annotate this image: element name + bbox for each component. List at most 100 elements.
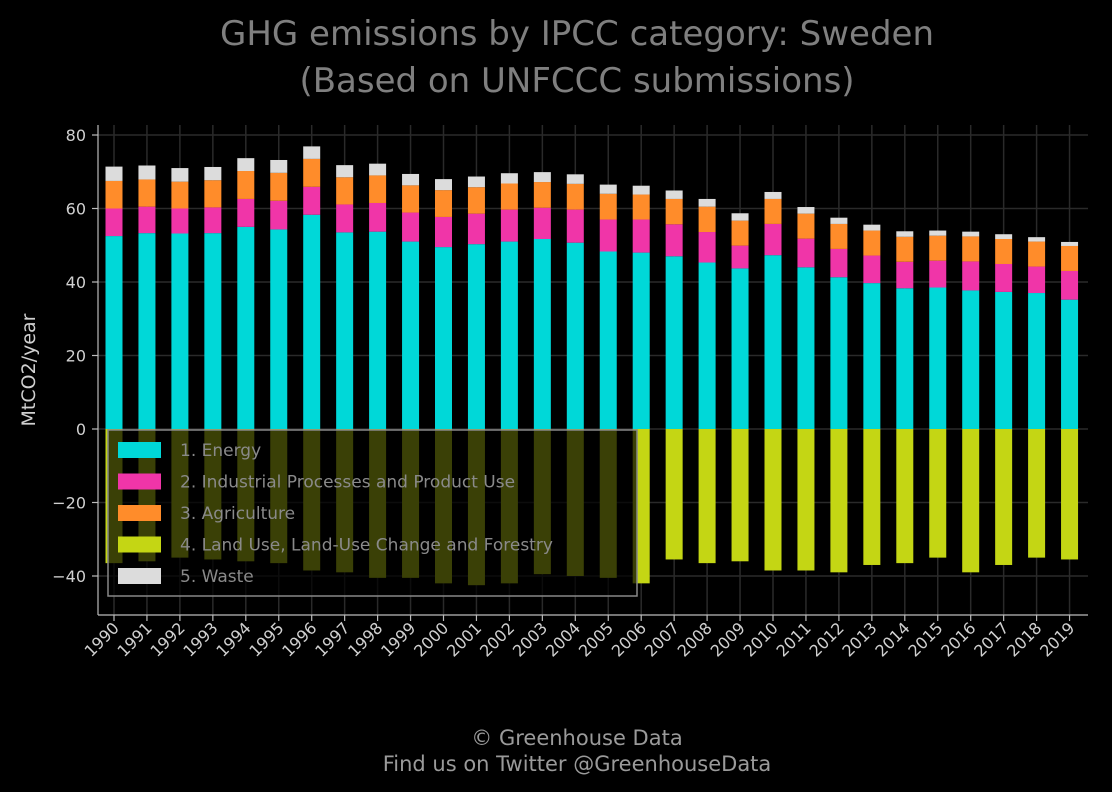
bar-segment (566, 209, 584, 243)
bar-segment (665, 256, 683, 429)
legend-swatch (118, 505, 161, 521)
bar-segment (171, 168, 189, 182)
bar-segment (962, 261, 980, 291)
x-tick-label: 2018 (1003, 618, 1045, 660)
bar-segment (369, 202, 387, 232)
bar-segment (303, 186, 321, 215)
bar-segment (995, 291, 1013, 429)
bar-segment (764, 429, 782, 571)
bar-segment (204, 233, 222, 429)
bar-segment (731, 220, 749, 246)
bar-segment (995, 234, 1013, 240)
bar-segment (237, 226, 255, 429)
bar-segment (995, 239, 1013, 264)
bar-segment (533, 172, 551, 183)
bar-segment (764, 198, 782, 224)
legend-swatch (118, 536, 161, 553)
legend-swatch (118, 568, 161, 584)
bar-segment (435, 190, 452, 217)
bar-segment (270, 229, 288, 429)
x-tick-label: 2006 (608, 618, 650, 660)
y-tick-label: 0 (76, 420, 86, 439)
x-tick-label: 2015 (904, 618, 946, 660)
y-tick-label: 60 (66, 200, 86, 219)
bar-segment (500, 241, 518, 429)
bar-segment (270, 172, 288, 201)
bar-segment (1061, 270, 1079, 300)
bar-segment (1028, 266, 1046, 294)
bar-segment (599, 251, 617, 429)
bar-segment (797, 238, 815, 268)
axes (97, 125, 1088, 616)
bar-segment (435, 179, 452, 191)
bar-segment (929, 235, 947, 261)
bar-segment (336, 165, 354, 178)
bar-segment (270, 200, 288, 230)
bar-segment (632, 185, 650, 195)
bar-segment (863, 230, 881, 256)
x-tick-label: 1990 (81, 618, 123, 660)
x-tick-label: 1996 (278, 618, 320, 660)
bar-segment (698, 206, 716, 233)
bar-segment (632, 194, 650, 220)
bar-segment (632, 252, 650, 429)
y-axis-label: MtCO2/year (18, 313, 40, 426)
x-tick-label: 2003 (509, 618, 551, 660)
bar-segment (1061, 241, 1079, 246)
x-tick-label: 2002 (476, 618, 518, 660)
bar-segment (1028, 241, 1046, 267)
bar-segment (467, 244, 485, 429)
bar-segment (467, 176, 485, 188)
bar-segment (995, 263, 1013, 292)
x-tick-label: 2009 (707, 618, 749, 660)
legend-swatch (118, 442, 161, 458)
bar-segment (929, 287, 947, 429)
legend-label: 3. Agriculture (180, 504, 295, 524)
bar-segment (698, 429, 716, 564)
bar-segment (402, 173, 420, 186)
bar-segment (500, 183, 518, 210)
legend-items: 1. Energy 2. Industrial Processes and Pro… (118, 441, 553, 587)
bar-segment (1061, 429, 1079, 560)
bar-segment (830, 217, 848, 224)
legend-label: 5. Waste (180, 567, 254, 587)
bar-segment (731, 429, 749, 562)
bar-segment (929, 260, 947, 288)
bar-segment (204, 180, 222, 208)
bar-segment (566, 174, 584, 184)
bar-segment (797, 429, 815, 571)
bar-segment (402, 212, 420, 242)
x-tick-label: 2016 (937, 618, 979, 660)
bar-segment (830, 248, 848, 278)
bar-segment (797, 213, 815, 239)
x-tick-label: 2019 (1036, 618, 1078, 660)
x-tick-label: 1991 (114, 618, 156, 660)
bar-segment (105, 166, 123, 181)
x-tick-label: 1998 (344, 618, 386, 660)
bar-segment (1028, 429, 1046, 558)
bar-segment (171, 208, 189, 234)
bar-segment (665, 190, 683, 199)
x-tick-label: 2011 (773, 618, 815, 660)
bar-segment (336, 204, 354, 233)
bar-segment (237, 158, 255, 172)
bar-segment (204, 207, 222, 234)
bar-segment (797, 267, 815, 429)
x-tick-label: 1999 (377, 618, 419, 660)
bar-segment (797, 207, 815, 214)
legend: 1. Energy 2. Industrial Processes and Pro… (107, 429, 638, 597)
bar-segment (863, 429, 881, 565)
x-tick-label: 2008 (674, 618, 716, 660)
bar-segment (467, 213, 485, 245)
bar-segment (402, 241, 420, 429)
bar-segment (105, 236, 123, 429)
bar-segment (698, 262, 716, 429)
bar-segment (369, 163, 387, 176)
bar-segment (698, 198, 716, 207)
bar-segment (105, 208, 123, 237)
bar-segment (863, 255, 881, 284)
bar-segment (896, 231, 914, 237)
x-tick-label: 1993 (179, 618, 221, 660)
bar-segment (566, 183, 584, 210)
